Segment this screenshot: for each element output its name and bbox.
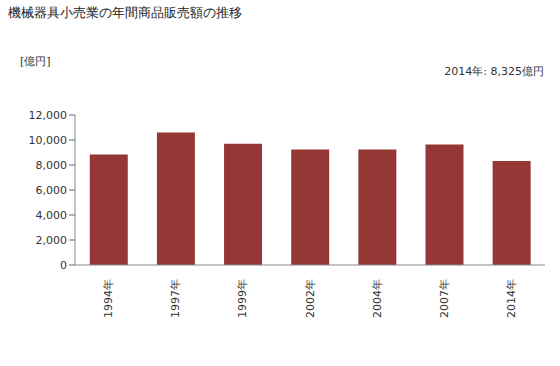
svg-text:10,000: 10,000 (29, 134, 68, 147)
html-text:機械器具小売業の年間商品販売額の推移: 機械器具小売業の年間商品販売額の推移 (8, 5, 242, 20)
svg-text:6,000: 6,000 (36, 184, 68, 197)
svg-text:2014年: 2014年 (505, 279, 518, 318)
svg-text:0: 0 (60, 259, 67, 272)
svg-text:1994年: 1994年 (102, 279, 115, 318)
svg-text:8,000: 8,000 (36, 159, 68, 172)
html-text:[億円]: [億円] (20, 55, 51, 68)
svg-text:2007年: 2007年 (438, 279, 451, 318)
svg-text:2002年: 2002年 (304, 279, 317, 318)
svg-text:2,000: 2,000 (36, 234, 68, 247)
svg-text:1997年: 1997年 (169, 279, 182, 318)
svg-text:12,000: 12,000 (29, 109, 68, 122)
svg-text:1999年: 1999年 (236, 279, 249, 318)
svg-text:2004年: 2004年 (371, 279, 384, 318)
svg-text:4,000: 4,000 (36, 209, 68, 222)
html-text:2014年: 8,325億円: 2014年: 8,325億円 (444, 65, 544, 78)
